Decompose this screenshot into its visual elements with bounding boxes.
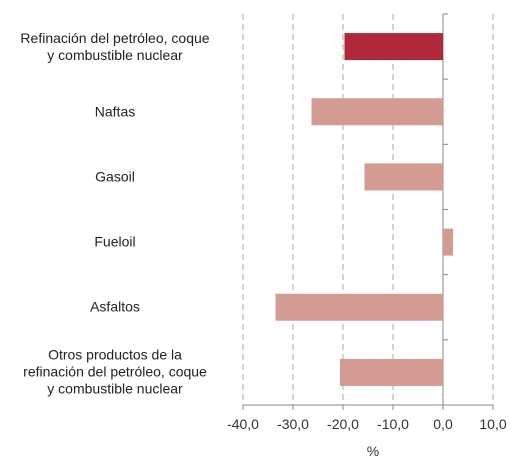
y-tick-label: Asfaltos — [90, 298, 140, 315]
x-tick-label: 0,0 — [433, 416, 453, 432]
y-tick-label: Fueloil — [94, 233, 136, 250]
x-axis-label: % — [367, 443, 379, 459]
y-tick-label: Otros productos de la refinación del pet… — [23, 346, 207, 397]
x-tick-label: -40,0 — [227, 416, 259, 432]
bar — [311, 98, 443, 126]
y-tick-label: Refinación del petróleo, coque y combust… — [20, 29, 210, 63]
bar — [344, 33, 443, 61]
bar — [275, 293, 443, 321]
y-tick-label: Gasoil — [95, 168, 135, 185]
x-tick-label: 10,0 — [479, 416, 506, 432]
x-tick-label: -20,0 — [327, 416, 359, 432]
x-tick-label: -30,0 — [277, 416, 309, 432]
bar — [340, 358, 443, 386]
x-tick-label: -10,0 — [377, 416, 409, 432]
bar — [443, 228, 453, 256]
bar — [364, 163, 443, 191]
y-tick-label: Naftas — [94, 103, 136, 120]
